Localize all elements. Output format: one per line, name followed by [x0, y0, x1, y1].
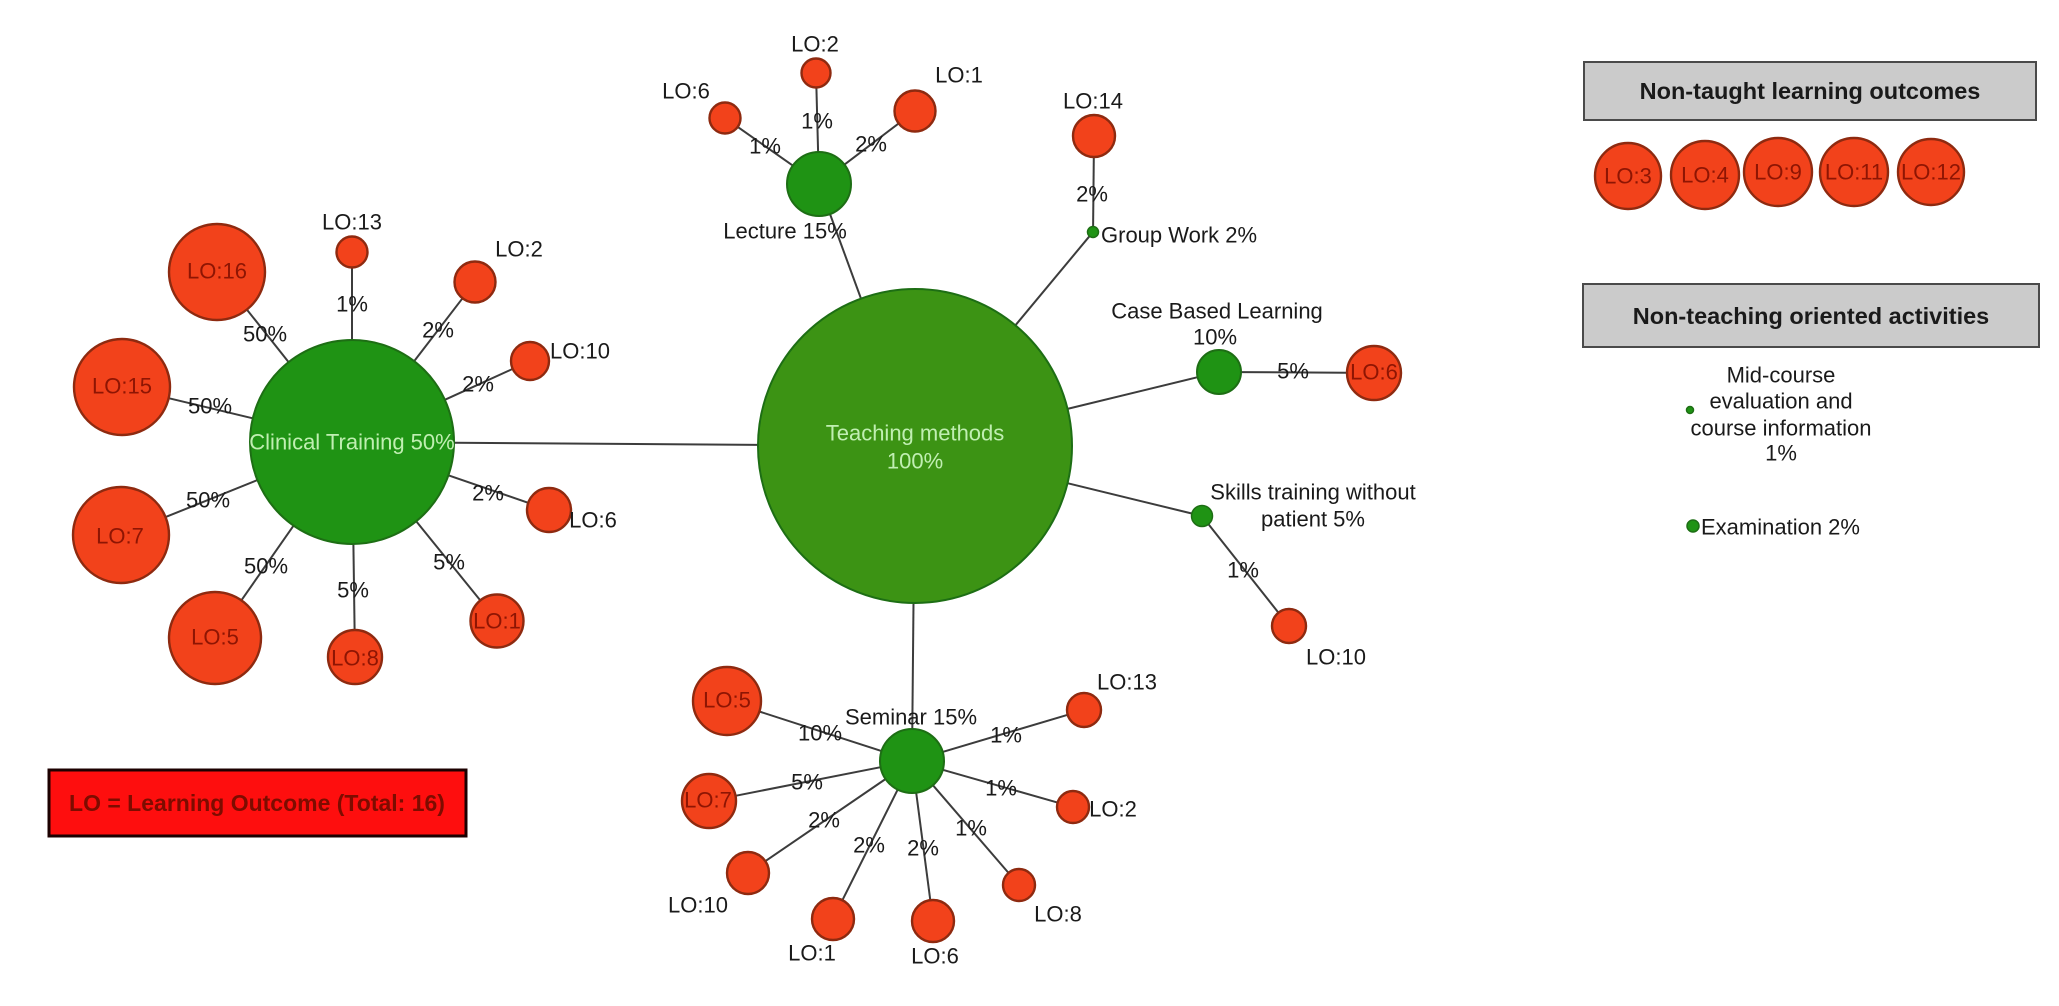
svg-text:LO:8: LO:8	[331, 646, 379, 671]
svg-text:2%: 2%	[808, 808, 840, 833]
svg-text:2%: 2%	[907, 836, 939, 861]
svg-text:Non-teaching oriented activiti: Non-teaching oriented activities	[1633, 303, 1989, 329]
svg-text:Group Work 2%: Group Work 2%	[1101, 223, 1257, 248]
svg-text:1%: 1%	[336, 292, 368, 317]
svg-text:LO:8: LO:8	[1034, 902, 1082, 927]
svg-text:2%: 2%	[855, 132, 887, 157]
svg-text:LO:7: LO:7	[684, 788, 732, 813]
svg-text:Seminar 15%: Seminar 15%	[845, 705, 977, 730]
svg-text:10%: 10%	[798, 721, 842, 746]
svg-text:Lecture 15%: Lecture 15%	[723, 219, 847, 244]
svg-text:LO:12: LO:12	[1901, 160, 1961, 185]
svg-text:patient 5%: patient 5%	[1261, 507, 1365, 532]
svg-text:2%: 2%	[462, 372, 494, 397]
svg-text:2%: 2%	[422, 318, 454, 343]
svg-text:LO:10: LO:10	[1306, 645, 1366, 670]
svg-text:LO = Learning Outcome (Total:: LO = Learning Outcome (Total: 16)	[69, 790, 445, 816]
svg-text:Mid-course: Mid-course	[1727, 363, 1836, 388]
svg-text:LO:1: LO:1	[788, 941, 836, 966]
svg-text:Examination 2%: Examination 2%	[1701, 515, 1860, 540]
svg-text:LO:2: LO:2	[791, 32, 839, 57]
svg-text:50%: 50%	[243, 322, 287, 347]
svg-text:LO:4: LO:4	[1681, 163, 1729, 188]
svg-text:LO:11: LO:11	[1825, 160, 1883, 185]
svg-text:LO:6: LO:6	[911, 944, 959, 969]
svg-text:5%: 5%	[337, 578, 369, 603]
svg-text:LO:2: LO:2	[495, 237, 543, 262]
svg-text:LO:10: LO:10	[668, 893, 728, 918]
svg-text:LO:16: LO:16	[187, 259, 247, 284]
svg-text:5%: 5%	[1277, 359, 1309, 384]
svg-text:50%: 50%	[188, 394, 232, 419]
svg-text:1%: 1%	[749, 134, 781, 159]
svg-text:LO:3: LO:3	[1604, 164, 1652, 189]
svg-text:5%: 5%	[791, 770, 823, 795]
svg-text:100%: 100%	[887, 449, 943, 474]
svg-text:LO:1: LO:1	[473, 609, 521, 634]
svg-text:10%: 10%	[1193, 325, 1237, 350]
svg-text:1%: 1%	[1765, 441, 1797, 466]
svg-text:LO:9: LO:9	[1754, 160, 1802, 185]
svg-text:Non-taught learning outcomes: Non-taught learning outcomes	[1640, 78, 1981, 104]
svg-text:50%: 50%	[244, 554, 288, 579]
svg-text:evaluation and: evaluation and	[1709, 389, 1852, 414]
svg-text:Case Based Learning: Case Based Learning	[1111, 299, 1323, 324]
svg-text:LO:6: LO:6	[1350, 360, 1398, 385]
svg-text:1%: 1%	[801, 109, 833, 134]
svg-text:1%: 1%	[955, 816, 987, 841]
svg-text:LO:2: LO:2	[1089, 797, 1137, 822]
svg-text:LO:5: LO:5	[191, 625, 239, 650]
svg-text:2%: 2%	[472, 481, 504, 506]
svg-text:course information: course information	[1691, 416, 1872, 441]
svg-text:LO:5: LO:5	[703, 688, 751, 713]
svg-text:LO:15: LO:15	[92, 374, 152, 399]
svg-text:Teaching methods: Teaching methods	[826, 421, 1005, 446]
svg-text:LO:7: LO:7	[96, 524, 144, 549]
svg-text:LO:14: LO:14	[1063, 89, 1123, 114]
svg-text:LO:1: LO:1	[935, 63, 983, 88]
svg-text:LO:6: LO:6	[569, 508, 617, 533]
svg-text:5%: 5%	[433, 550, 465, 575]
svg-text:LO:10: LO:10	[550, 339, 610, 364]
svg-text:LO:13: LO:13	[322, 210, 382, 235]
svg-text:2%: 2%	[1076, 182, 1108, 207]
svg-text:50%: 50%	[186, 488, 230, 513]
svg-text:2%: 2%	[853, 833, 885, 858]
svg-text:1%: 1%	[1227, 558, 1259, 583]
svg-text:1%: 1%	[985, 776, 1017, 801]
svg-text:Clinical Training 50%: Clinical Training 50%	[249, 430, 454, 455]
svg-text:LO:6: LO:6	[662, 79, 710, 104]
svg-text:LO:13: LO:13	[1097, 670, 1157, 695]
svg-text:1%: 1%	[990, 723, 1022, 748]
svg-text:Skills training without: Skills training without	[1210, 480, 1415, 505]
